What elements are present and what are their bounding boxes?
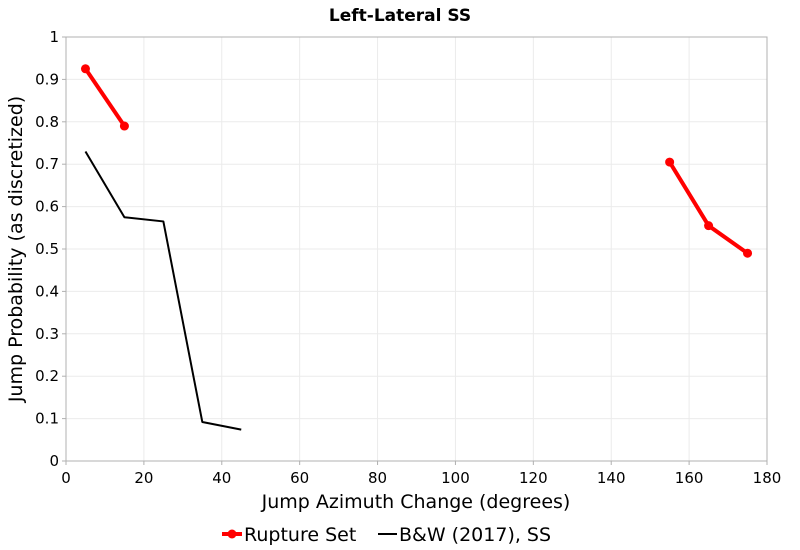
x-tick-label: 60 bbox=[290, 469, 309, 487]
x-tick-label: 120 bbox=[519, 469, 548, 487]
series-line-rupture-set bbox=[667, 161, 749, 255]
y-tick-label: 0.2 bbox=[35, 367, 59, 385]
x-tick-label: 160 bbox=[675, 469, 704, 487]
y-tick-label: 0.5 bbox=[35, 240, 59, 258]
y-tick-label: 0 bbox=[49, 452, 59, 470]
x-tick-label: 80 bbox=[368, 469, 387, 487]
y-tick-label: 1 bbox=[49, 28, 59, 46]
y-axis-label: Jump Probability (as discretized) bbox=[5, 96, 27, 403]
data-point-rupture-set bbox=[704, 221, 714, 231]
y-tick-label: 0.9 bbox=[35, 70, 59, 88]
grid-layer bbox=[66, 37, 767, 461]
data-point-rupture-set bbox=[665, 157, 675, 167]
x-tick-label: 180 bbox=[753, 469, 782, 487]
series-line-rupture-set bbox=[83, 67, 127, 128]
y-tick-label: 0.7 bbox=[35, 155, 59, 173]
y-tick-label: 0.1 bbox=[35, 410, 59, 428]
series-layer bbox=[80, 64, 753, 431]
legend: Rupture Set B&W (2017), SS bbox=[222, 524, 551, 546]
y-tick-label: 0.6 bbox=[35, 198, 59, 216]
legend-label-bw-2017: B&W (2017), SS bbox=[399, 524, 551, 546]
x-axis-label: Jump Azimuth Change (degrees) bbox=[261, 491, 571, 513]
x-tick-label: 40 bbox=[212, 469, 231, 487]
legend-marker-rupture-set bbox=[227, 529, 237, 539]
x-tick-label: 100 bbox=[441, 469, 470, 487]
x-tick-label: 20 bbox=[134, 469, 153, 487]
legend-label-rupture-set: Rupture Set bbox=[244, 524, 356, 546]
data-point-rupture-set bbox=[743, 248, 753, 258]
data-point-rupture-set bbox=[119, 121, 129, 131]
y-tick-label: 0.4 bbox=[35, 282, 59, 300]
x-tick-label: 0 bbox=[61, 469, 71, 487]
tick-layer: 0 20 40 60 80 100 120 140 160 180 0 0.1 0.2 0.3 0.4 0.5… bbox=[35, 28, 781, 487]
y-tick-label: 0.8 bbox=[35, 113, 59, 131]
chart-title: Left-Lateral SS bbox=[329, 6, 471, 26]
series-line-b-w-2017-ss bbox=[84, 150, 242, 431]
data-point-rupture-set bbox=[80, 64, 90, 74]
x-tick-label: 140 bbox=[597, 469, 626, 487]
y-tick-label: 0.3 bbox=[35, 325, 59, 343]
